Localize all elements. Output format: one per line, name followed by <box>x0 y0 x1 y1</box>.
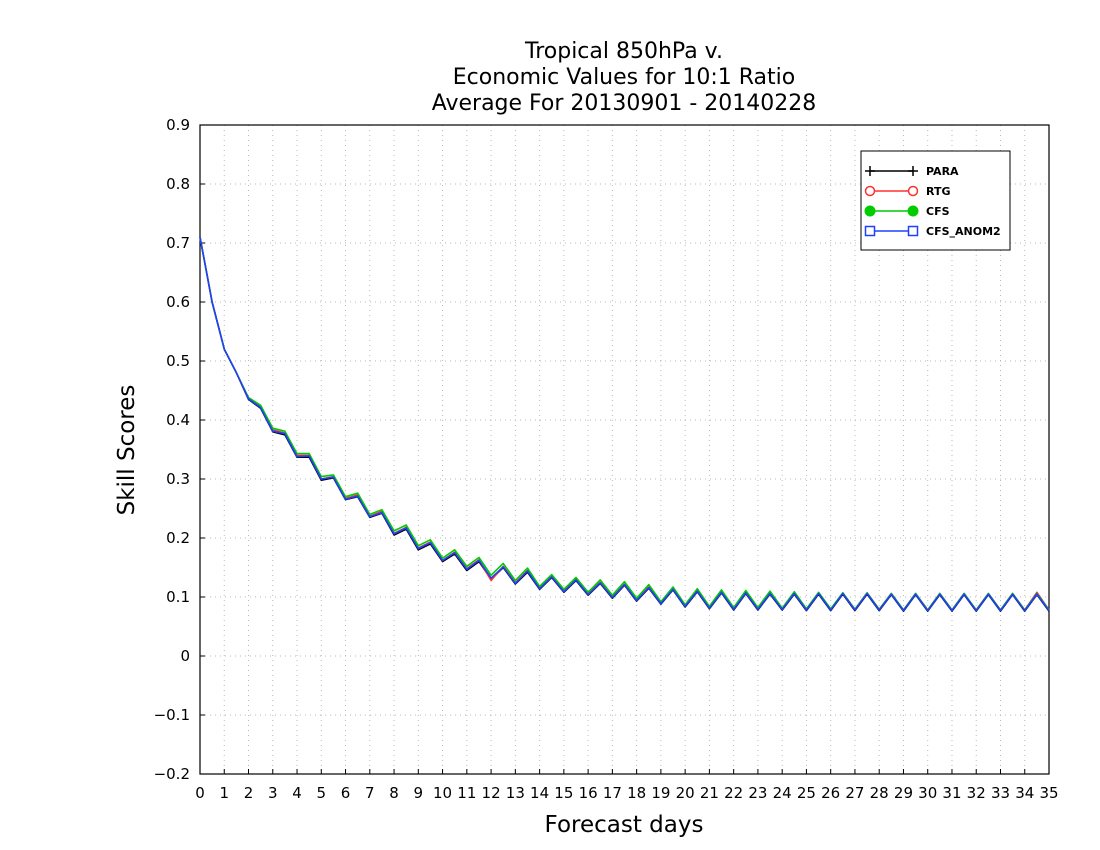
x-tick-label: 11 <box>457 784 476 802</box>
y-tick-label: −0.2 <box>154 765 190 783</box>
y-tick-label: 0.7 <box>166 234 190 252</box>
x-tick-label: 14 <box>530 784 549 802</box>
x-tick-label: 33 <box>991 784 1010 802</box>
legend: PARA RTG CFS CFS_ANOM2 <box>860 150 1011 251</box>
x-tick-label: 7 <box>365 784 375 802</box>
x-tick-label: 4 <box>292 784 302 802</box>
x-tick-label: 20 <box>676 784 695 802</box>
y-tick-label: 0 <box>180 647 190 665</box>
x-tick-label: 5 <box>317 784 327 802</box>
x-tick-label: 3 <box>268 784 278 802</box>
x-tick-label: 15 <box>554 784 573 802</box>
series-line-cfs-anom2 <box>199 236 1050 612</box>
x-tick-label: 25 <box>797 784 816 802</box>
chart-title-line-1: Tropical 850hPa v. <box>524 39 723 64</box>
legend-marker-open-square <box>864 225 876 237</box>
series-line-para <box>199 236 1050 613</box>
x-tick-label: 17 <box>603 784 622 802</box>
legend-label-cfs: CFS <box>926 205 950 218</box>
x-tick-label: 27 <box>845 784 864 802</box>
grid <box>200 125 1049 774</box>
y-tick-label: 0.2 <box>166 529 190 547</box>
x-tick-label: 35 <box>1039 784 1058 802</box>
y-axis-label: Skill Scores <box>114 385 140 516</box>
x-tick-label: 13 <box>506 784 525 802</box>
series-line-cfs <box>199 236 1050 611</box>
legend-box <box>860 150 1011 251</box>
legend-marker-filled-circle <box>907 205 919 217</box>
x-tick-label: 22 <box>724 784 743 802</box>
series-line-rtg <box>199 236 1050 611</box>
x-tick-label: 16 <box>579 784 598 802</box>
x-tick-label: 1 <box>219 784 229 802</box>
legend-label-para: PARA <box>926 165 959 178</box>
legend-marker-open-square <box>907 225 919 237</box>
x-tick-label: 34 <box>1015 784 1034 802</box>
x-tick-label: 21 <box>700 784 719 802</box>
x-tick-label: 29 <box>894 784 913 802</box>
legend-marker-filled-circle <box>864 205 876 217</box>
x-tick-label: 9 <box>414 784 424 802</box>
legend-label-rtg: RTG <box>926 185 951 198</box>
x-tick-label: 0 <box>195 784 205 802</box>
chart-title-line-2: Economic Values for 10:1 Ratio <box>453 65 795 90</box>
x-tick-label: 18 <box>627 784 646 802</box>
x-tick-label: 10 <box>433 784 452 802</box>
x-tick-label: 30 <box>918 784 937 802</box>
y-tick-label: 0.8 <box>166 175 190 193</box>
x-tick-label: 2 <box>244 784 254 802</box>
x-tick-label: 24 <box>773 784 792 802</box>
x-tick-label: 12 <box>482 784 501 802</box>
y-tick-label: −0.1 <box>154 706 190 724</box>
x-tick-label: 8 <box>389 784 399 802</box>
y-tick-label: 0.1 <box>166 588 190 606</box>
y-tick-label: 0.4 <box>166 411 190 429</box>
x-tick-label: 28 <box>870 784 889 802</box>
y-tick-label: 0.9 <box>166 116 190 134</box>
x-tick-label: 31 <box>942 784 961 802</box>
x-tick-label: 19 <box>651 784 670 802</box>
x-tick-label: 26 <box>821 784 840 802</box>
axis-ticks: 0 1 2 3 4 5 6 7 8 9 10 11 12 13 14 15 16 17 18 19 20 21 22 23 24… <box>154 116 1059 802</box>
chart-title-line-3: Average For 20130901 - 20140228 <box>432 91 817 116</box>
legend-marker-open-circle <box>907 185 919 197</box>
plot-frame <box>199 124 1050 775</box>
x-tick-label: 23 <box>748 784 767 802</box>
y-tick-label: 0.3 <box>166 470 190 488</box>
x-axis-label: Forecast days <box>545 812 704 838</box>
legend-marker-open-circle <box>864 185 876 197</box>
y-tick-label: 0.5 <box>166 352 190 370</box>
series-lines <box>199 236 1050 613</box>
x-tick-label: 6 <box>341 784 351 802</box>
x-tick-label: 32 <box>967 784 986 802</box>
legend-label-cfs-anom2: CFS_ANOM2 <box>926 225 1001 238</box>
y-tick-label: 0.6 <box>166 293 190 311</box>
